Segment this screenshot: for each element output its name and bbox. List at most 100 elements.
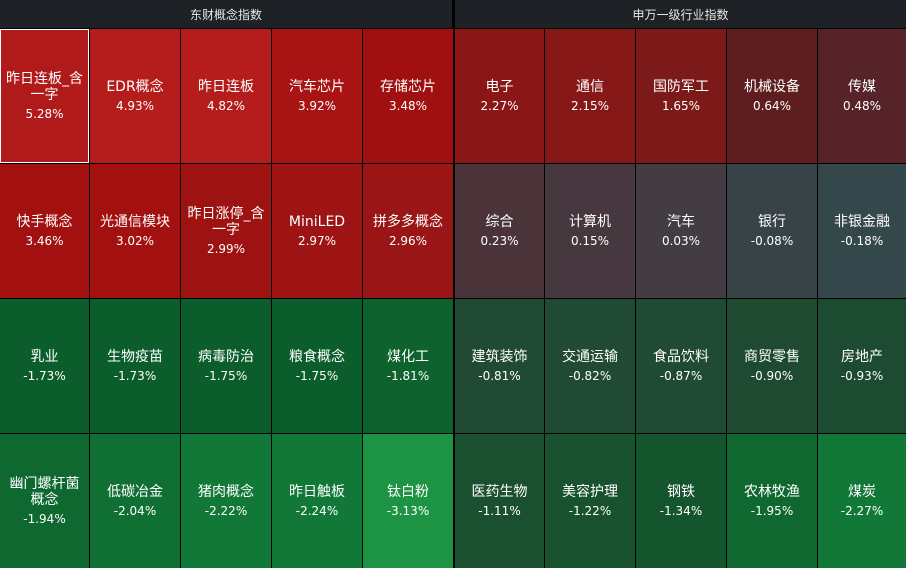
concept-heatmap-grid: 昨日连板_含一字 5.28% EDR概念 4.93% 昨日连板 4.82% 汽车芯片 3.92… [0,29,453,568]
cell-name: 交通运输 [562,348,618,365]
cell-name: 生物疫苗 [107,348,163,365]
cell-change-percent: -2.04% [113,503,157,518]
heatmap-cell[interactable]: 建筑装饰 -0.81% [455,299,544,433]
heatmap-cell[interactable]: 幽门螺杆菌概念 -1.94% [0,434,89,568]
heatmap-cell[interactable]: 食品饮料 -0.87% [636,299,726,433]
heatmap-cell[interactable]: 煤炭 -2.27% [818,434,906,568]
heatmap-cell[interactable]: 综合 0.23% [455,164,544,298]
cell-change-percent: 0.15% [570,233,610,248]
cell-change-percent: -1.75% [204,368,248,383]
heatmap-cell[interactable]: 昨日触板 -2.24% [272,434,362,568]
cell-name: 低碳冶金 [107,483,163,500]
heatmap-cell[interactable]: 存储芯片 3.48% [363,29,453,163]
heatmap-cell[interactable]: 机械设备 0.64% [727,29,817,163]
heatmap-cell[interactable]: 计算机 0.15% [545,164,635,298]
cell-name: 农林牧渔 [744,483,800,500]
cell-name: MiniLED [288,213,346,230]
section-title-industry-index: 申万一级行业指数 [455,0,906,28]
cell-change-percent: -1.73% [113,368,157,383]
cell-name: 病毒防治 [198,348,254,365]
cell-change-percent: -1.22% [568,503,612,518]
cell-change-percent: -1.73% [23,368,66,383]
cell-change-percent: -0.82% [568,368,612,383]
cell-change-percent: -2.27% [840,503,884,518]
cell-change-percent: 4.93% [115,98,155,113]
cell-change-percent: -1.81% [386,368,430,383]
heatmap-cell[interactable]: 煤化工 -1.81% [363,299,453,433]
cell-change-percent: 1.65% [661,98,701,113]
cell-name: 商贸零售 [744,348,800,365]
heatmap-cell[interactable]: 昨日连板 4.82% [181,29,271,163]
industry-heatmap-grid: 电子 2.27% 通信 2.15% 国防军工 1.65% 机械设备 0.64% 传媒 0.48% 综… [455,29,906,568]
cell-change-percent: 2.99% [206,241,246,256]
heatmap-cell[interactable]: 低碳冶金 -2.04% [90,434,180,568]
cell-name: 幽门螺杆菌概念 [9,475,80,508]
cell-change-percent: 0.48% [842,98,882,113]
heatmap-cell[interactable]: 光通信模块 3.02% [90,164,180,298]
heatmap-cell[interactable]: 医药生物 -1.11% [455,434,544,568]
cell-change-percent: -2.22% [204,503,248,518]
heatmap-cell[interactable]: MiniLED 2.97% [272,164,362,298]
heatmap-cell[interactable]: 拼多多概念 2.96% [363,164,453,298]
cell-name: 计算机 [569,213,611,230]
heatmap-cell[interactable]: 传媒 0.48% [818,29,906,163]
section-title-concept-index: 东财概念指数 [0,0,453,28]
cell-name: 机械设备 [744,78,800,95]
heatmap-cell[interactable]: 昨日连板_含一字 5.28% [0,29,89,163]
cell-name: 美容护理 [562,483,618,500]
cell-name: 传媒 [848,78,876,95]
cell-change-percent: -0.90% [750,368,794,383]
cell-name: 国防军工 [653,78,709,95]
cell-name: 粮食概念 [289,348,345,365]
heatmap-cell[interactable]: 快手概念 3.46% [0,164,89,298]
cell-name: 建筑装饰 [471,348,528,365]
heatmap-cell[interactable]: 钢铁 -1.34% [636,434,726,568]
cell-change-percent: 2.97% [297,233,337,248]
cell-change-percent: 0.64% [752,98,792,113]
cell-name: 非银金融 [834,213,890,230]
cell-change-percent: 3.02% [115,233,155,248]
cell-name: 通信 [576,78,604,95]
heatmap-cell[interactable]: 汽车芯片 3.92% [272,29,362,163]
heatmap-cell[interactable]: 病毒防治 -1.75% [181,299,271,433]
heatmap-cell[interactable]: 猪肉概念 -2.22% [181,434,271,568]
heatmap-cell[interactable]: 电子 2.27% [455,29,544,163]
cell-name: 汽车芯片 [289,78,345,95]
cell-change-percent: -1.11% [478,503,521,518]
heatmap-cell[interactable]: 美容护理 -1.22% [545,434,635,568]
cell-change-percent: 2.96% [388,233,428,248]
cell-name: 存储芯片 [380,78,436,95]
heatmap-cell[interactable]: 银行 -0.08% [727,164,817,298]
heatmap-cell[interactable]: 商贸零售 -0.90% [727,299,817,433]
cell-name: 银行 [758,213,786,230]
heatmap-cell[interactable]: 房地产 -0.93% [818,299,906,433]
heatmap-cell[interactable]: 农林牧渔 -1.95% [727,434,817,568]
heatmap-cell[interactable]: 非银金融 -0.18% [818,164,906,298]
heatmap-cell[interactable]: 生物疫苗 -1.73% [90,299,180,433]
heatmap-cell[interactable]: 交通运输 -0.82% [545,299,635,433]
cell-change-percent: -0.81% [478,368,521,383]
cell-change-percent: 2.27% [480,98,519,113]
cell-change-percent: 0.03% [661,233,701,248]
heatmap-cell[interactable]: 汽车 0.03% [636,164,726,298]
cell-change-percent: 0.23% [480,233,519,248]
cell-change-percent: 3.48% [388,98,428,113]
cell-name: 昨日触板 [289,483,345,500]
cell-name: 房地产 [841,348,883,365]
heatmap-cell[interactable]: 钛白粉 -3.13% [363,434,453,568]
heatmap-cell[interactable]: 粮食概念 -1.75% [272,299,362,433]
heatmap-cell[interactable]: 国防军工 1.65% [636,29,726,163]
cell-name: 光通信模块 [100,213,170,230]
cell-name: 昨日连板_含一字 [6,70,83,103]
heatmap-cell[interactable]: EDR概念 4.93% [90,29,180,163]
cell-change-percent: -1.94% [23,511,66,526]
heatmap-cell[interactable]: 通信 2.15% [545,29,635,163]
heatmap-cell[interactable]: 乳业 -1.73% [0,299,89,433]
cell-name: 煤化工 [387,348,429,365]
cell-change-percent: -0.93% [840,368,884,383]
cell-change-percent: -1.95% [750,503,794,518]
cell-name: 电子 [485,78,514,95]
heatmap-cell[interactable]: 昨日涨停_含一字 2.99% [181,164,271,298]
cell-change-percent: -2.24% [295,503,339,518]
